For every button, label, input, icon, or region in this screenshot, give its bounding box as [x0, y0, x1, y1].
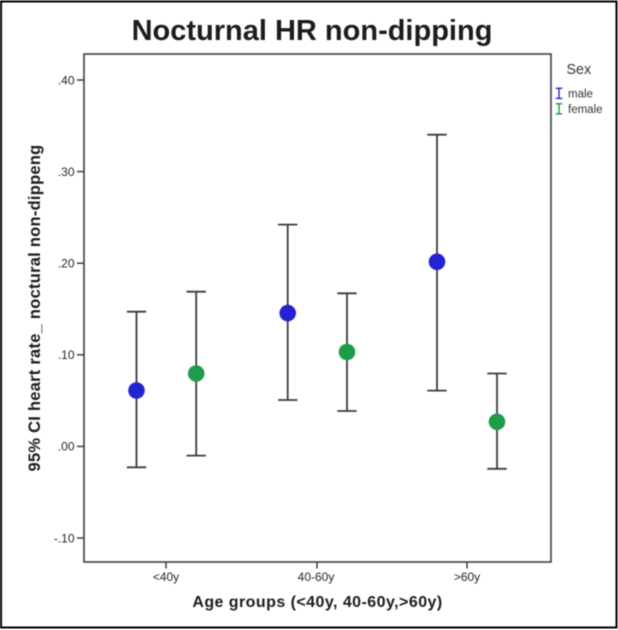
svg-text:.40: .40: [58, 73, 75, 87]
svg-text:.20: .20: [58, 257, 75, 271]
svg-text:.30: .30: [58, 165, 75, 179]
svg-text:-.10: -.10: [54, 531, 75, 545]
svg-text:95% CI heart rate_ noctural no: 95% CI heart rate_ noctural non-dippeng: [26, 145, 44, 472]
svg-text:.10: .10: [58, 348, 75, 362]
svg-text:male: male: [568, 89, 593, 101]
svg-text:Nocturnal HR non-dipping: Nocturnal HR non-dipping: [132, 15, 493, 47]
svg-text:Sex: Sex: [567, 62, 592, 78]
svg-text:<40y: <40y: [153, 570, 179, 584]
svg-text:>60y: >60y: [454, 570, 480, 584]
svg-text:Age groups (<40y, 40-60y,>60y): Age groups (<40y, 40-60y,>60y): [192, 594, 442, 611]
svg-text:.00: .00: [58, 440, 75, 454]
svg-text:40-60y: 40-60y: [298, 570, 335, 584]
svg-text:female: female: [568, 104, 603, 116]
